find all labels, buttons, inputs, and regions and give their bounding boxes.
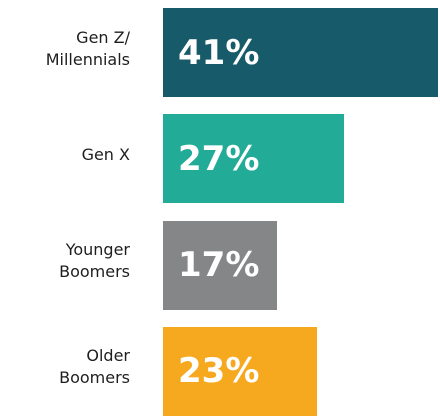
bar	[163, 220, 278, 310]
value-label: 17%	[178, 245, 260, 286]
value-label: 23%	[178, 351, 260, 392]
category-label: Gen Z/ Millennials	[45, 27, 130, 69]
bar	[163, 326, 318, 416]
category-label: Older Boomers	[59, 346, 130, 388]
category-label: Younger Boomers	[59, 240, 130, 282]
value-label: 41%	[178, 32, 260, 73]
bar	[163, 8, 438, 97]
category-label: Gen X	[81, 144, 130, 164]
value-label: 27%	[178, 138, 260, 179]
bar	[163, 114, 345, 204]
